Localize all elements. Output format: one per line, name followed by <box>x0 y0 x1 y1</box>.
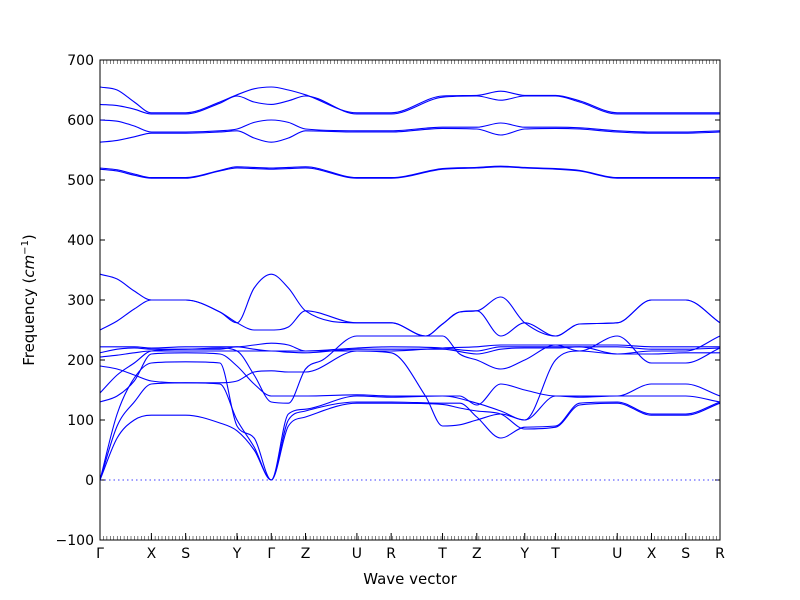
band-line-11 <box>99 273 721 337</box>
y-tick-labels: −100 0 100 200 300 400 500 600 700 <box>56 53 94 549</box>
y-tick-label: 0 <box>85 473 94 489</box>
x-tick-label: U <box>352 546 362 562</box>
x-tick-label: S <box>681 546 690 562</box>
x-tick-label: Z <box>301 546 311 562</box>
y-tick-label: 500 <box>67 173 94 189</box>
y-tick-label: 300 <box>67 293 94 309</box>
x-tick-label: T <box>550 546 560 562</box>
band-line-17 <box>99 86 720 114</box>
y-axis-title-text: Frequency <box>20 288 38 366</box>
y-axis-title-paren-open: ( <box>20 278 38 284</box>
x-tick-label: Y <box>232 546 242 562</box>
x-tick-label: R <box>386 546 396 562</box>
x-tick-label: Γ <box>96 546 104 562</box>
y-axis-title-paren-close: ) <box>20 234 38 240</box>
y-tick-label: −100 <box>56 533 94 549</box>
phonon-bands <box>99 86 721 481</box>
x-tick-label: U <box>612 546 622 562</box>
x-axis-title: Wave vector <box>363 570 457 588</box>
x-tick-label: Γ <box>267 546 275 562</box>
x-tick-label: T <box>437 546 447 562</box>
y-axis-title-unit: cm <box>20 255 38 278</box>
band-line-3 <box>99 361 721 481</box>
band-line-16 <box>99 95 720 115</box>
y-axis-title: Frequency (cm−1) <box>20 234 38 366</box>
band-line-4 <box>99 335 721 421</box>
x-tick-label: X <box>147 546 157 562</box>
band-line-13 <box>99 165 720 179</box>
band-line-8 <box>99 346 721 354</box>
x-tick-label: X <box>647 546 657 562</box>
y-tick-label: 700 <box>67 53 94 69</box>
band-line-14 <box>99 127 721 143</box>
band-line-9 <box>100 342 720 352</box>
y-axis-title-unit-exponent: −1 <box>20 240 31 255</box>
y-tick-label: 100 <box>67 413 94 429</box>
x-tick-label: Z <box>472 546 482 562</box>
x-tick-label: Y <box>519 546 529 562</box>
x-tick-label: S <box>181 546 190 562</box>
y-tick-label: 200 <box>67 353 94 369</box>
y-tick-label: 600 <box>67 113 94 129</box>
band-line-7 <box>99 346 720 358</box>
band-line-12 <box>99 166 720 179</box>
band-line-6 <box>99 350 721 427</box>
x-tick-label: R <box>715 546 725 562</box>
band-line-1 <box>99 402 721 481</box>
plot-frame <box>99 59 721 541</box>
plot-background <box>100 60 720 540</box>
band-line-15 <box>99 119 721 133</box>
y-tick-label: 400 <box>67 233 94 249</box>
